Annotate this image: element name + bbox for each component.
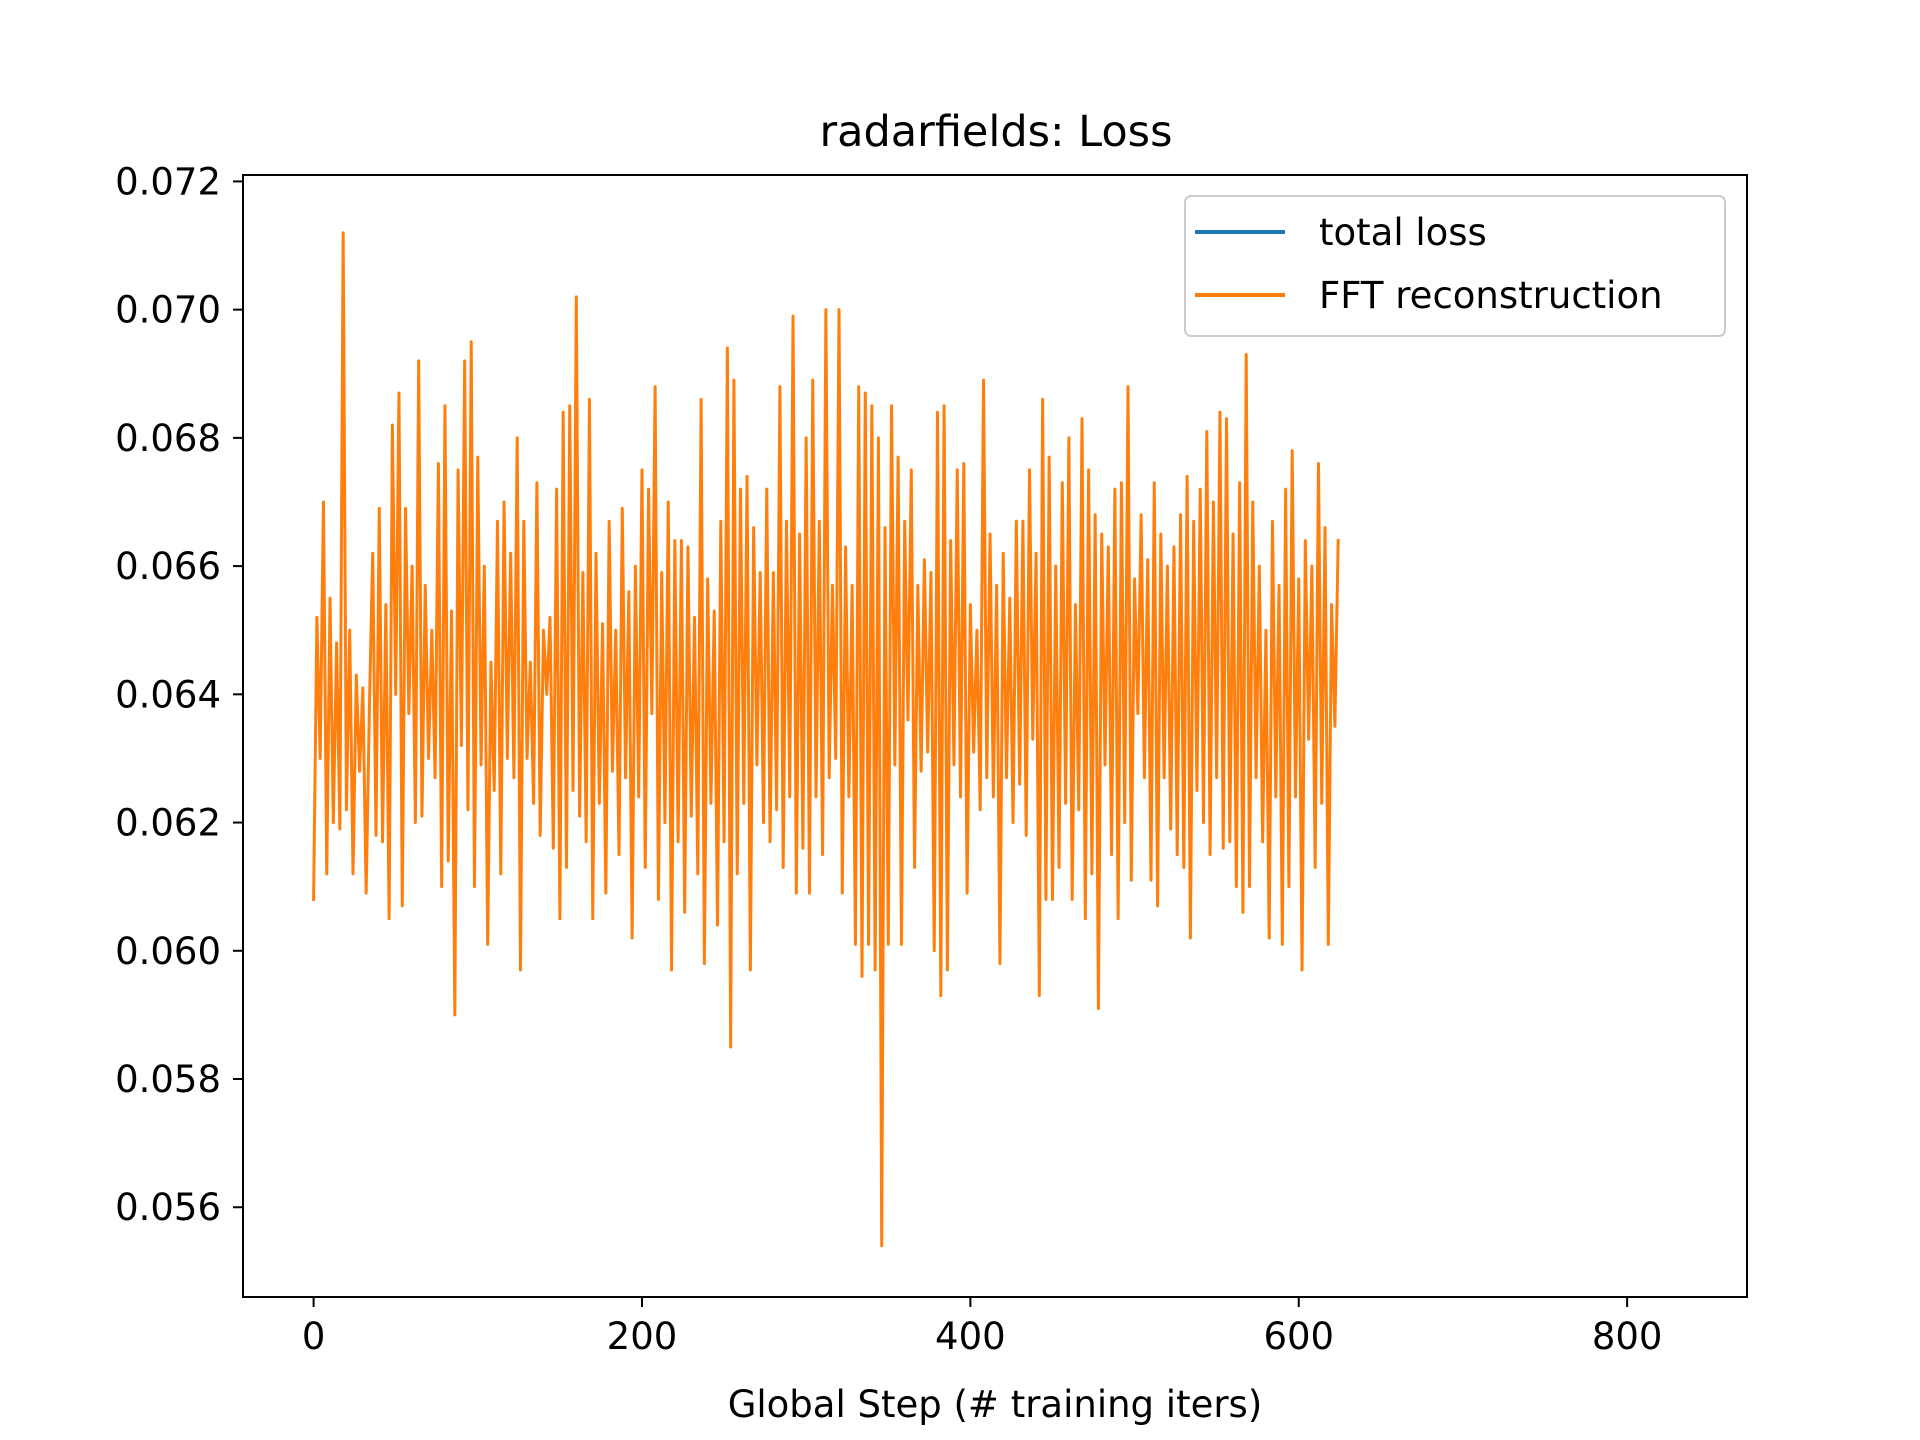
legend-box [1184, 195, 1726, 337]
y-tick-label-5: 0.066 [115, 545, 221, 588]
x-axis: 0 200 400 600 800 [302, 1297, 1663, 1358]
x-tick-label-400: 400 [935, 1315, 1006, 1358]
series-line-fft-reconstruction [312, 231, 1340, 1248]
x-tick-label-800: 800 [1592, 1315, 1663, 1358]
y-tick-label-6: 0.068 [115, 417, 221, 460]
legend-label-total-loss: total loss [1319, 211, 1487, 254]
series-lines [312, 231, 1340, 1248]
plot-frame [242, 174, 1748, 1298]
y-tick-label-2: 0.060 [115, 930, 221, 973]
x-tick-label-0: 0 [302, 1315, 326, 1358]
chart-title: radarfields: Loss [819, 107, 1172, 157]
x-axis-label: Global Step (# training iters) [728, 1383, 1263, 1426]
y-axis: 0.056 0.058 0.060 0.062 0.064 0.066 0.068 0.070… [115, 160, 243, 1229]
y-tick-label-7: 0.070 [115, 289, 221, 332]
y-tick-label-1: 0.058 [115, 1058, 221, 1101]
x-tick-label-200: 200 [607, 1315, 678, 1358]
legend-label-fft-reconstruction: FFT reconstruction [1319, 274, 1663, 317]
y-tick-label-8: 0.072 [115, 160, 221, 203]
y-tick-label-0: 0.056 [115, 1186, 221, 1229]
x-tick-label-600: 600 [1263, 1315, 1334, 1358]
legend: total loss FFT reconstruction [1184, 195, 1726, 337]
y-tick-label-4: 0.064 [115, 673, 221, 716]
y-tick-label-3: 0.062 [115, 802, 221, 845]
